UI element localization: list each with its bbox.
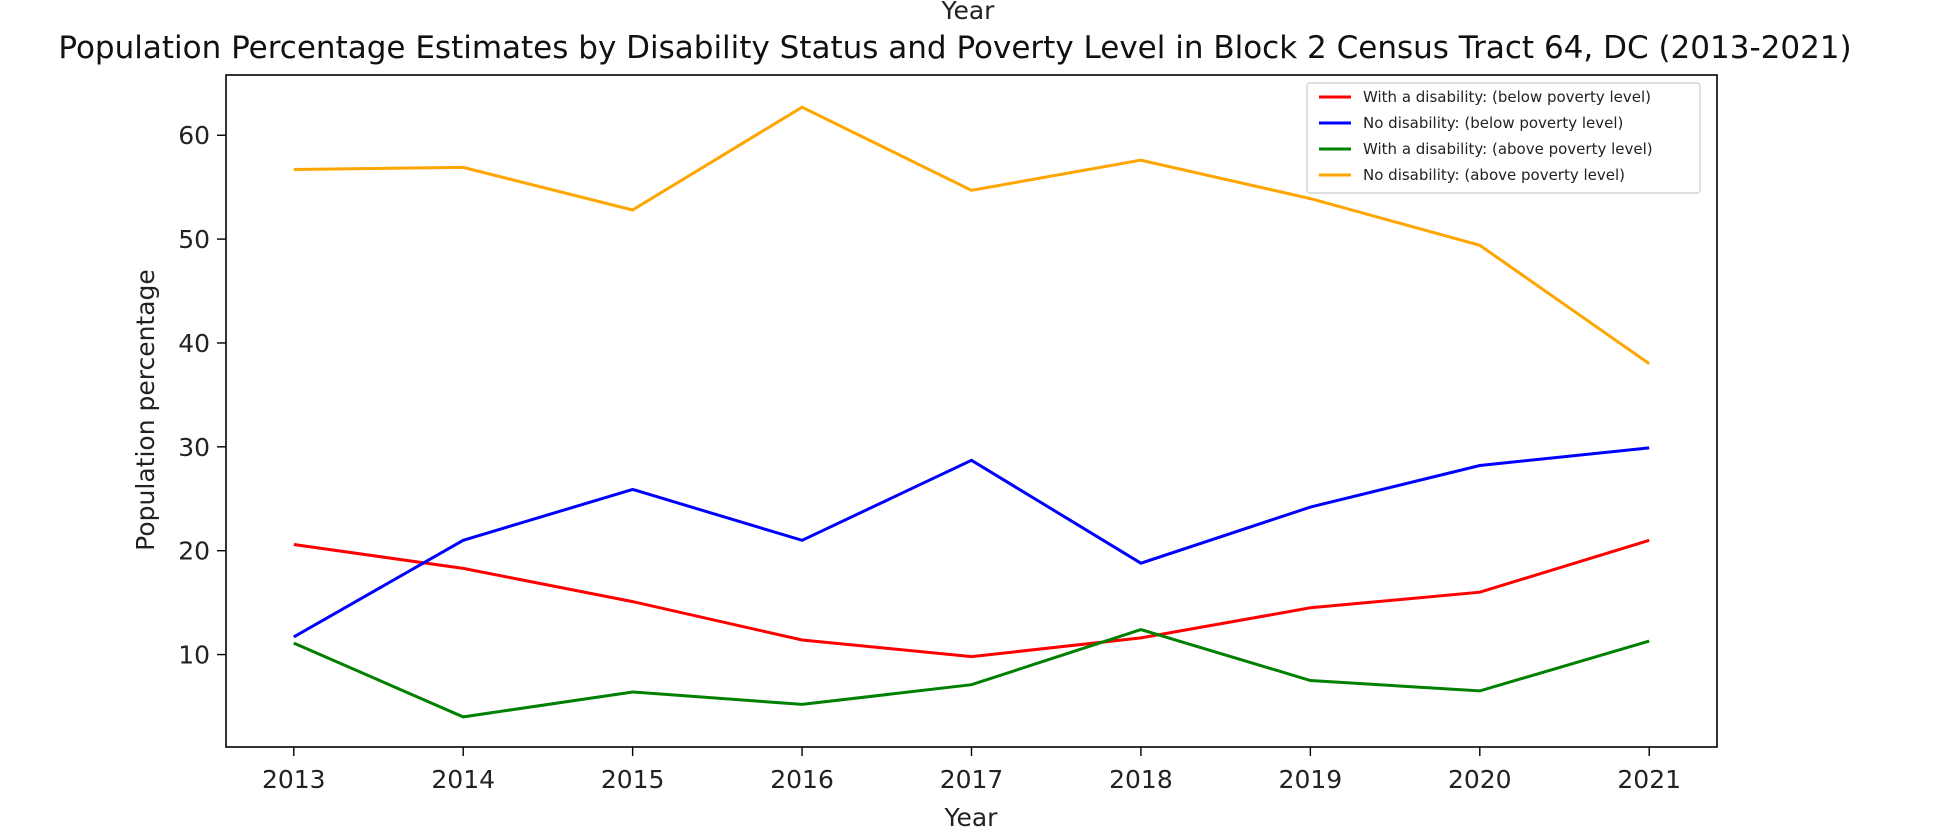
- legend-item-label: With a disability: (below poverty level): [1363, 88, 1651, 106]
- x-tick-label: 2016: [770, 765, 834, 794]
- y-tick-label: 50: [178, 225, 210, 254]
- x-tick-label: 2018: [1109, 765, 1173, 794]
- series-line-4: [293, 105, 1651, 365]
- legend-item-label: No disability: (above poverty level): [1363, 166, 1625, 184]
- x-axis: 2013 2014 2015 2016 2017 2018 2019 2020 2021: [262, 747, 1681, 794]
- y-tick-label: 60: [178, 121, 210, 150]
- x-tick-label: 2021: [1617, 765, 1681, 794]
- x-tick-label: 2014: [431, 765, 495, 794]
- y-tick-label: 40: [178, 329, 210, 358]
- y-axis-label: Population percentage: [131, 269, 160, 551]
- x-tick-label: 2017: [940, 765, 1004, 794]
- y-tick-label: 30: [178, 433, 210, 462]
- series-line-2: [293, 446, 1650, 639]
- x-tick-label: 2013: [262, 765, 326, 794]
- legend: With a disability: (below poverty level)…: [1306, 82, 1701, 194]
- y-tick-label: 10: [178, 641, 210, 670]
- y-tick-label: 20: [178, 537, 210, 566]
- x-tick-label: 2020: [1448, 765, 1512, 794]
- legend-item-label: With a disability: (above poverty level): [1363, 140, 1653, 158]
- series-line-3: [293, 628, 1650, 719]
- legend-item-label: No disability: (below poverty level): [1363, 114, 1623, 132]
- x-axis-label: Year: [944, 803, 999, 832]
- legend-box: [1306, 82, 1701, 194]
- y-axis: 10 20 30 40 50 60: [178, 121, 226, 670]
- x-tick-label: 2019: [1279, 765, 1343, 794]
- series-line-1: [293, 538, 1650, 659]
- chart-title: Population Percentage Estimates by Disab…: [58, 30, 1851, 66]
- top-axis-label: Year: [941, 0, 996, 25]
- series-layer: [293, 105, 1651, 719]
- x-tick-label: 2015: [601, 765, 665, 794]
